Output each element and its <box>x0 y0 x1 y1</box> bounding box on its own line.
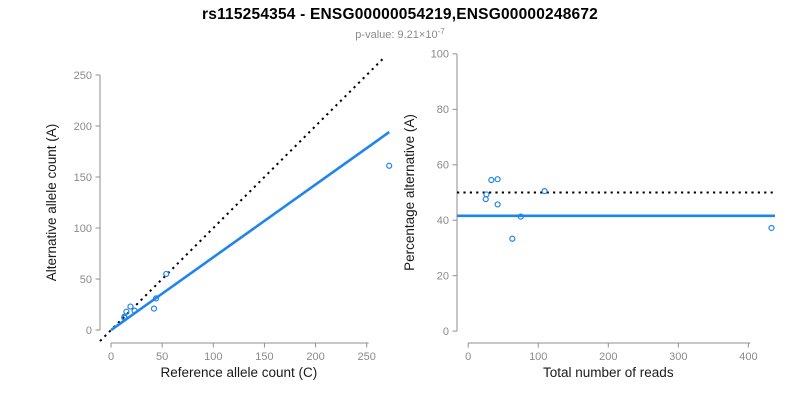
x-tick-label: 0 <box>465 351 471 363</box>
plot-title: rs115254354 - ENSG00000054219,ENSG000002… <box>202 6 598 23</box>
data-point <box>768 224 775 232</box>
data-point <box>152 295 160 302</box>
p-value-exponent: -7 <box>437 27 445 36</box>
data-point <box>488 176 495 184</box>
x-tick-label: 0 <box>108 351 114 363</box>
data-point <box>123 308 130 315</box>
x-tick-label: 150 <box>255 351 273 363</box>
p-value-subtitle: p-value: 9.21×10-7 <box>0 27 800 41</box>
y-tick-label: 50 <box>80 274 92 286</box>
y-tick-label: 100 <box>431 49 449 61</box>
y-tick-label: 0 <box>86 325 92 337</box>
data-point <box>541 188 548 195</box>
x-tick-label: 100 <box>204 351 222 363</box>
percentage-vs-reads-scatter: 0 100 200 300 400 0 20 40 60 80 100 Total number of… <box>402 49 775 380</box>
y-tick-label: 250 <box>74 70 92 82</box>
y-tick-label: 150 <box>74 172 92 184</box>
data-point <box>127 303 134 310</box>
data-point <box>386 162 393 169</box>
x-tick-label: 200 <box>306 351 324 363</box>
y-axis-title: Alternative allele count (A) <box>44 124 59 282</box>
y-tick-label: 0 <box>443 326 449 338</box>
x-tick-label: 100 <box>529 351 547 363</box>
y-tick-label: 20 <box>437 270 449 282</box>
data-point <box>121 314 128 321</box>
x-tick-label: 250 <box>358 351 376 363</box>
identity-line <box>99 56 386 342</box>
x-tick-label: 400 <box>739 351 757 363</box>
data-point <box>494 176 501 183</box>
y-tick-label: 40 <box>437 215 449 227</box>
data-point <box>517 213 524 220</box>
x-tick-label: 300 <box>669 351 687 363</box>
x-axis-title: Total number of reads <box>543 365 674 380</box>
data-point <box>482 196 489 203</box>
data-point <box>509 235 516 242</box>
data-point <box>494 201 501 208</box>
x-tick-label: 200 <box>599 351 617 363</box>
y-axis-title: Percentage alternative (A) <box>402 114 417 271</box>
x-tick-label: 50 <box>156 351 168 363</box>
p-value-base: 9.21×10 <box>397 29 438 41</box>
y-tick-label: 100 <box>74 223 92 235</box>
fit-line <box>110 131 390 332</box>
data-point <box>131 307 138 314</box>
y-tick-label: 80 <box>437 104 449 116</box>
data-point <box>163 270 170 278</box>
p-value-text: p-value: <box>355 29 398 41</box>
allele-counts-scatter: 0 50 100 150 200 250 0 50 100 150 200 250 Reference … <box>44 56 393 380</box>
x-axis-title: Reference allele count (C) <box>160 365 317 380</box>
data-point <box>150 305 158 312</box>
y-tick-label: 60 <box>437 160 449 172</box>
y-tick-label: 200 <box>74 121 92 133</box>
